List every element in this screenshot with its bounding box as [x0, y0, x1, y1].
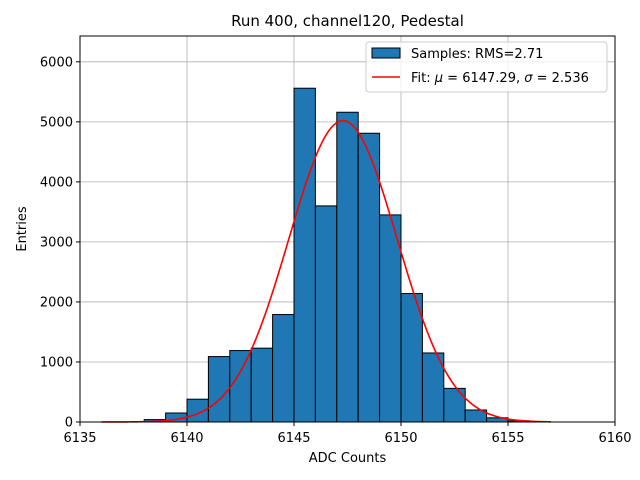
- histogram-bar: [314, 205, 338, 423]
- legend-mu-symbol: μ: [434, 71, 443, 86]
- x-tick-label: 6145: [277, 431, 310, 446]
- legend: Samples: RMS=2.71 Fit: μ = 6147.29, σ = …: [365, 41, 608, 93]
- chart-title: Run 400, channel120, Pedestal: [231, 12, 464, 30]
- x-tick-label: 6155: [491, 431, 524, 446]
- histogram-bar: [400, 293, 423, 423]
- histogram-bar: [229, 350, 252, 423]
- histogram-bar: [357, 132, 381, 423]
- legend-sigma-symbol: σ: [524, 71, 533, 86]
- y-tick-label: 6000: [40, 55, 73, 70]
- histogram-bar: [443, 387, 466, 423]
- y-tick-label: 2000: [40, 295, 73, 310]
- x-tick-label: 6140: [170, 431, 203, 446]
- x-axis-ticks: 6135 6140 6145 6150 6155 6160: [63, 422, 632, 446]
- fit-curve: [101, 119, 551, 423]
- y-tick-label: 4000: [40, 175, 73, 190]
- legend-sigma-value: = 2.536: [532, 71, 588, 86]
- histogram-bar: [336, 111, 359, 423]
- legend-samples-label: Samples: RMS=2.71: [411, 47, 543, 62]
- axes-frame: [79, 35, 616, 423]
- y-tick-label: 3000: [40, 235, 73, 250]
- legend-mu-value: = 6147.29,: [443, 71, 524, 86]
- legend-fit-label: Fit: μ = 6147.29, σ = 2.536: [411, 71, 589, 86]
- histogram-bar: [250, 347, 274, 423]
- legend-box: [365, 41, 608, 93]
- y-tick-label: 0: [65, 416, 73, 431]
- legend-fit-prefix: Fit:: [411, 71, 435, 86]
- histogram-bar: [379, 214, 402, 423]
- y-tick-label: 5000: [40, 115, 73, 130]
- y-axis-ticks: 0 1000 2000 3000 4000 5000 6000: [40, 55, 80, 431]
- x-tick-label: 6160: [598, 431, 631, 446]
- histogram-bar: [272, 314, 295, 423]
- x-axis-label: ADC Counts: [309, 451, 387, 466]
- legend-samples-swatch: [371, 47, 401, 59]
- x-tick-label: 6135: [63, 431, 96, 446]
- x-tick-label: 6150: [384, 431, 417, 446]
- y-tick-label: 1000: [40, 355, 73, 370]
- y-axis-label: Entries: [15, 206, 30, 252]
- histogram-bars: [143, 87, 530, 423]
- histogram-bar: [293, 87, 316, 423]
- histogram-bar: [207, 356, 231, 423]
